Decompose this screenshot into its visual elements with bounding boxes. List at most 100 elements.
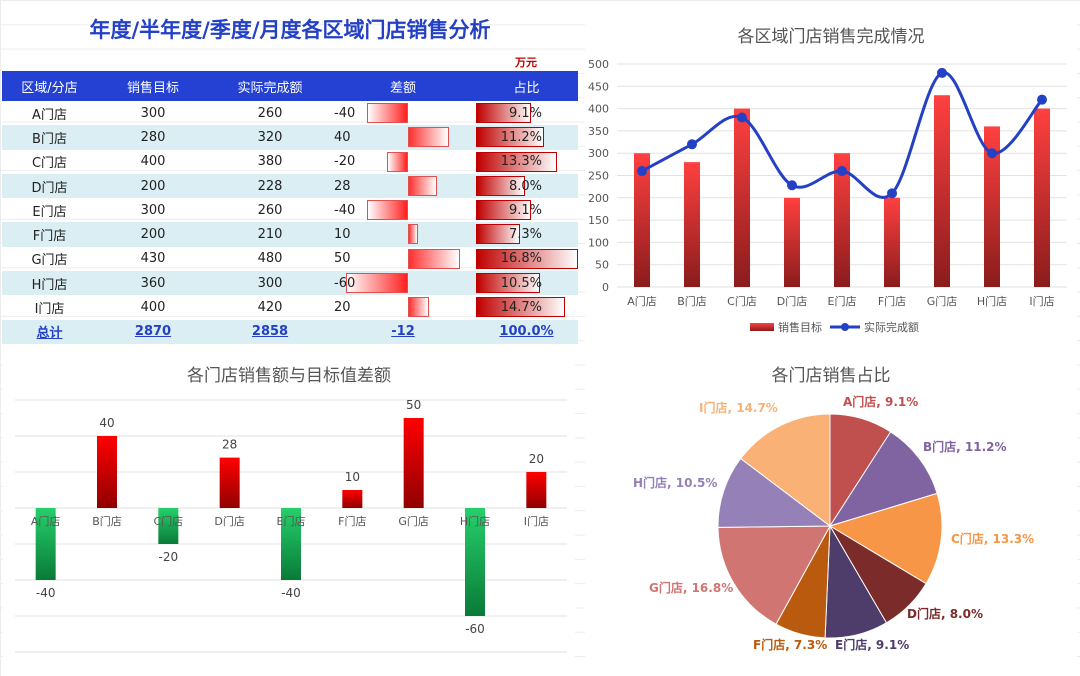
pie-slice: [828, 431, 938, 527]
cell-diff[interactable]: 50: [331, 247, 475, 271]
cell-actual[interactable]: 320: [209, 125, 331, 150]
diff-bar: [526, 472, 547, 508]
diff-bar: [342, 490, 363, 508]
cell-text: 280: [140, 129, 166, 145]
table-total-row: 总计 2870 2858 -12 100.0%: [2, 319, 578, 344]
total-pct[interactable]: 100.0%: [475, 319, 578, 344]
cell-text: 380: [257, 154, 283, 170]
diff-chart: -40 40 -20 28 -40 10 50 -60 20 A门店 B门店 C门店 D门店 E门店 F门店…: [15, 398, 567, 653]
cell-diff[interactable]: -20: [331, 150, 475, 174]
diff-chart-title: 各门店销售额与目标值差额: [187, 366, 391, 386]
cell-pct[interactable]: 13.3%: [475, 150, 578, 174]
cell-target[interactable]: 400: [97, 150, 209, 174]
cell-actual[interactable]: 260: [209, 101, 331, 125]
cell-actual[interactable]: 228: [209, 173, 331, 199]
cell-diff[interactable]: 10: [331, 222, 475, 247]
cell-pct[interactable]: 9.1%: [475, 101, 578, 125]
cell-target[interactable]: 400: [97, 295, 209, 319]
table-row: F门店 200 210 10 7.3%: [2, 222, 578, 247]
total-diff[interactable]: -12: [331, 319, 475, 344]
cell-pct[interactable]: 16.8%: [475, 247, 578, 271]
cell-pct[interactable]: 7.3%: [475, 222, 578, 247]
cell-text: B门店: [32, 131, 67, 147]
cell-store[interactable]: E门店: [2, 198, 97, 222]
target-bar: [834, 153, 850, 287]
target-bar: [734, 108, 750, 287]
cell-store[interactable]: B门店: [2, 125, 97, 150]
y-tick-label: 350: [588, 125, 609, 138]
cell-target[interactable]: 300: [97, 198, 209, 222]
cell-diff[interactable]: -40: [331, 101, 475, 125]
cell-target[interactable]: 430: [97, 247, 209, 271]
cell-store[interactable]: H门店: [2, 271, 97, 296]
x-tick-label: C门店: [153, 514, 183, 528]
cell-diff[interactable]: -40: [331, 198, 475, 222]
cell-store[interactable]: A门店: [2, 101, 97, 125]
header-actual[interactable]: 实际完成额: [209, 71, 331, 101]
cell-text: H门店: [31, 277, 68, 293]
cell-actual[interactable]: 300: [209, 271, 331, 296]
x-tick-label: F门店: [878, 294, 906, 308]
cell-text: E门店: [32, 204, 67, 220]
cell-text: 260: [257, 105, 283, 121]
cell-target[interactable]: 280: [97, 125, 209, 150]
cell-diff[interactable]: 20: [331, 295, 475, 319]
diff-data-label: 28: [222, 438, 237, 452]
diff-data-label: -60: [465, 622, 485, 636]
cell-text: A门店: [32, 107, 67, 123]
total-target[interactable]: 2870: [97, 319, 209, 344]
cell-store[interactable]: I门店: [2, 295, 97, 319]
cell-store[interactable]: G门店: [2, 247, 97, 271]
cell-store[interactable]: D门店: [2, 173, 97, 199]
cell-text: 9.1%: [508, 105, 542, 121]
cell-pct[interactable]: 8.0%: [475, 173, 578, 199]
cell-diff[interactable]: 28: [331, 173, 475, 199]
diff-data-label: 40: [99, 416, 114, 430]
cell-text: 320: [257, 129, 283, 145]
y-tick-label: 400: [588, 103, 609, 116]
cell-text: 7.3%: [508, 227, 542, 243]
cell-text: 260: [257, 202, 283, 218]
combo-chart-panel[interactable]: 各区域门店销售完成情况 0 50 100 150 200 250 300 350 400 450 5…: [585, 14, 1077, 346]
cell-store[interactable]: C门店: [2, 150, 97, 174]
cell-pct[interactable]: 14.7%: [475, 295, 578, 319]
pie-chart-panel[interactable]: 各门店销售占比 A门店, 9.1% B门店, 11.2% C门店, 13.3% D门店…: [585, 353, 1077, 671]
x-tick-label: E门店: [277, 514, 306, 528]
diff-chart-panel[interactable]: 各门店销售额与目标值差额 -40 40 -20 28 -40 10 50 -60 20 A门店 B门…: [3, 353, 575, 671]
cell-store[interactable]: F门店: [2, 222, 97, 247]
cell-target[interactable]: 200: [97, 173, 209, 199]
cell-text: 228: [257, 178, 283, 194]
legend-swatch-target: [750, 323, 774, 331]
cell-actual[interactable]: 380: [209, 150, 331, 174]
table-row: E门店 300 260 -40 9.1%: [2, 198, 578, 222]
cell-actual[interactable]: 260: [209, 198, 331, 222]
x-tick-label: E门店: [828, 294, 857, 308]
x-tick-label: B门店: [92, 514, 122, 528]
cell-pct[interactable]: 9.1%: [475, 198, 578, 222]
cell-target[interactable]: 360: [97, 271, 209, 296]
actual-point: [687, 139, 697, 150]
cell-diff[interactable]: -60: [331, 271, 475, 296]
cell-target[interactable]: 300: [97, 101, 209, 125]
cell-text: 400: [140, 300, 166, 316]
header-store[interactable]: 区域/分店: [2, 71, 97, 101]
header-pct[interactable]: 占比: [475, 71, 578, 101]
total-store[interactable]: 总计: [2, 319, 97, 344]
cell-pct[interactable]: 10.5%: [475, 271, 578, 296]
header-diff[interactable]: 差额: [331, 71, 475, 101]
cell-text: 10.5%: [500, 275, 542, 291]
total-actual[interactable]: 2858: [209, 319, 331, 344]
cell-actual[interactable]: 420: [209, 295, 331, 319]
diff-data-label: -20: [159, 550, 179, 564]
cell-text: 210: [257, 227, 283, 243]
cell-diff[interactable]: 40: [331, 125, 475, 150]
cell-actual[interactable]: 480: [209, 247, 331, 271]
x-tick-label: I门店: [1029, 294, 1054, 308]
cell-actual[interactable]: 210: [209, 222, 331, 247]
page-title: 年度/半年度/季度/月度各区域门店销售分析: [89, 18, 491, 42]
cell-pct[interactable]: 11.2%: [475, 125, 578, 150]
cell-target[interactable]: 200: [97, 222, 209, 247]
header-target[interactable]: 销售目标: [97, 71, 209, 101]
table-row: B门店 280 320 40 11.2%: [2, 125, 578, 150]
x-tick-label: B门店: [677, 294, 707, 308]
